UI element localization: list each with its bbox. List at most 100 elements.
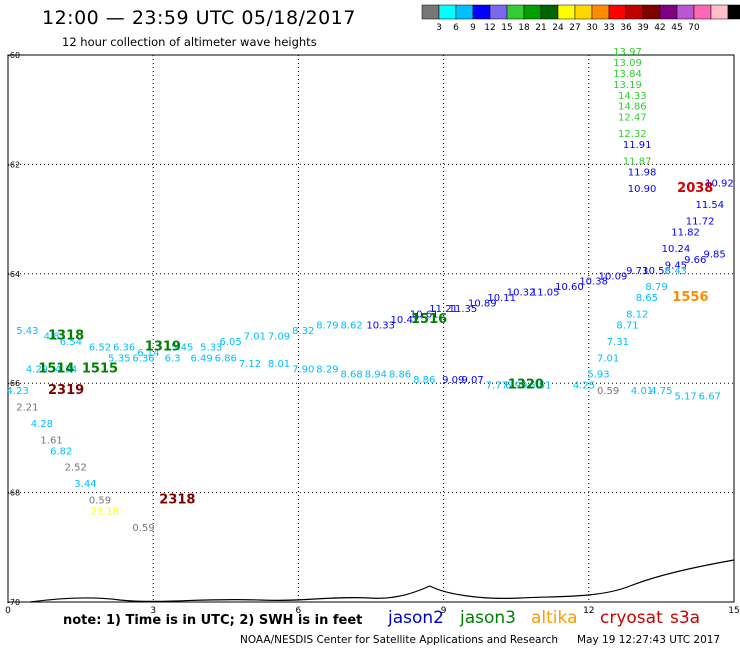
credit-line: NOAA/NESDIS Center for Satellite Applica… <box>240 634 558 646</box>
track-label: 2038 <box>677 181 713 196</box>
legend-swatch <box>438 4 457 20</box>
swh-value: 8.71 <box>616 321 638 332</box>
swh-value: 4.29 <box>26 364 48 375</box>
swh-value: 12.32 <box>618 129 647 140</box>
swh-value: 7.01 <box>597 353 619 364</box>
swh-value: 6.14 <box>137 348 159 359</box>
swh-value: 9.45 <box>665 260 687 271</box>
swh-value: 12.47 <box>618 113 647 124</box>
legend-label: 30 <box>586 23 598 33</box>
chart-subtitle: 12 hour collection of altimeter wave hei… <box>62 35 317 49</box>
legend-swatch <box>727 4 740 20</box>
swh-value: 10.11 <box>487 293 516 304</box>
swh-value: 10.33 <box>366 321 395 332</box>
legend-label: 6 <box>453 23 459 33</box>
swh-value: 8.43 <box>665 266 687 277</box>
x-tick-label: 6 <box>296 606 302 616</box>
swh-value: 11.91 <box>623 140 652 151</box>
swh-value: 4.28 <box>31 419 53 430</box>
swh-value: 9.73 <box>626 266 648 277</box>
x-tick-label: 15 <box>728 606 739 616</box>
swh-value: 10.92 <box>705 178 734 189</box>
swh-value: 8.94 <box>365 370 387 381</box>
swh-value: 10.09 <box>599 271 628 282</box>
legend-label: 39 <box>637 23 649 33</box>
legend-label: 70 <box>688 23 700 33</box>
swh-value: 8.01 <box>268 359 290 370</box>
swh-value: 5.17 <box>674 392 696 403</box>
swh-value: 8.68 <box>341 370 363 381</box>
y-tick-label: -66 <box>7 379 20 388</box>
swh-value: 3.44 <box>74 479 96 490</box>
x-tick-label: 12 <box>583 606 594 616</box>
swh-value: 5.35 <box>108 353 130 364</box>
swh-value: 0.59 <box>89 496 111 507</box>
satellite-name: altika <box>531 608 578 628</box>
legend-swatch <box>421 4 440 20</box>
swh-value: 10.60 <box>555 282 584 293</box>
swh-value: 6.3 <box>165 353 181 364</box>
legend-label: 21 <box>535 23 546 33</box>
swh-value: 8.86 <box>389 370 411 381</box>
y-tick-label: -64 <box>7 270 20 279</box>
swh-value: 6.49 <box>190 353 212 364</box>
legend-swatch <box>625 4 644 20</box>
coastline-path <box>29 559 735 603</box>
legend-swatch <box>642 4 661 20</box>
swh-value: 8.79 <box>645 282 667 293</box>
swh-value: 5.43 <box>16 326 38 337</box>
legend-label: 15 <box>501 23 512 33</box>
swh-value: 9.09 <box>442 375 464 386</box>
legend-swatch <box>506 4 525 20</box>
swh-value: 4.75 <box>650 386 672 397</box>
x-tick-label: 3 <box>150 606 156 616</box>
swh-value: 6.67 <box>699 392 721 403</box>
track-label: 1514 <box>38 361 74 376</box>
swh-value: 11.72 <box>686 217 715 228</box>
satellite-name: s3a <box>670 608 701 628</box>
track-label: 1516 <box>411 312 447 327</box>
swh-value: 6.54 <box>60 337 82 348</box>
swh-value: 23.18 <box>90 506 119 517</box>
swh-value: 10.42 <box>391 315 420 326</box>
swh-value: 7.09 <box>268 331 290 342</box>
swh-value: 0.59 <box>597 386 619 397</box>
swh-value: 8.32 <box>292 326 314 337</box>
satellite-name: cryosat <box>600 608 663 628</box>
legend-swatch <box>591 4 610 20</box>
swh-value: 6.36 <box>113 342 135 353</box>
swh-value: 13.19 <box>613 80 642 91</box>
swh-value: 6.99 <box>505 381 527 392</box>
swh-value: 8.86 <box>413 375 435 386</box>
track-label: 1556 <box>672 290 708 305</box>
satellite-name: jason3 <box>460 608 516 628</box>
swh-value: 8.65 <box>636 293 658 304</box>
y-tick-label: -70 <box>7 598 20 607</box>
legend-label: 9 <box>470 23 476 33</box>
legend-label: 27 <box>569 23 580 33</box>
swh-value: 10.32 <box>507 288 536 299</box>
swh-value: 10.24 <box>662 244 691 255</box>
swh-value: 7.77 <box>486 381 508 392</box>
legend-swatch <box>659 4 678 20</box>
swh-value: 6.82 <box>50 446 72 457</box>
swh-value: 14.33 <box>618 91 647 102</box>
swh-value: 7.31 <box>607 337 629 348</box>
swh-value: 2.21 <box>16 403 38 414</box>
swh-value: 11.82 <box>671 228 700 239</box>
swh-value: 9.66 <box>684 255 706 266</box>
legend-swatch <box>489 4 508 20</box>
swh-value: 4.8 <box>44 331 60 342</box>
y-tick-label: -68 <box>7 489 20 498</box>
legend-label: 36 <box>620 23 632 33</box>
swh-value: 11.21 <box>429 304 458 315</box>
swh-value: 11.05 <box>531 288 560 299</box>
footer-note: note: 1) Time is in UTC; 2) SWH is in fe… <box>63 613 363 628</box>
satellite-name: jason2 <box>388 608 444 628</box>
swh-value: 9.85 <box>704 249 726 260</box>
legend-label: 24 <box>552 23 564 33</box>
swh-value: 14.86 <box>618 102 647 113</box>
swh-value: 11.35 <box>449 304 478 315</box>
legend-label: 12 <box>484 23 495 33</box>
swh-value: 5.45 <box>171 342 193 353</box>
